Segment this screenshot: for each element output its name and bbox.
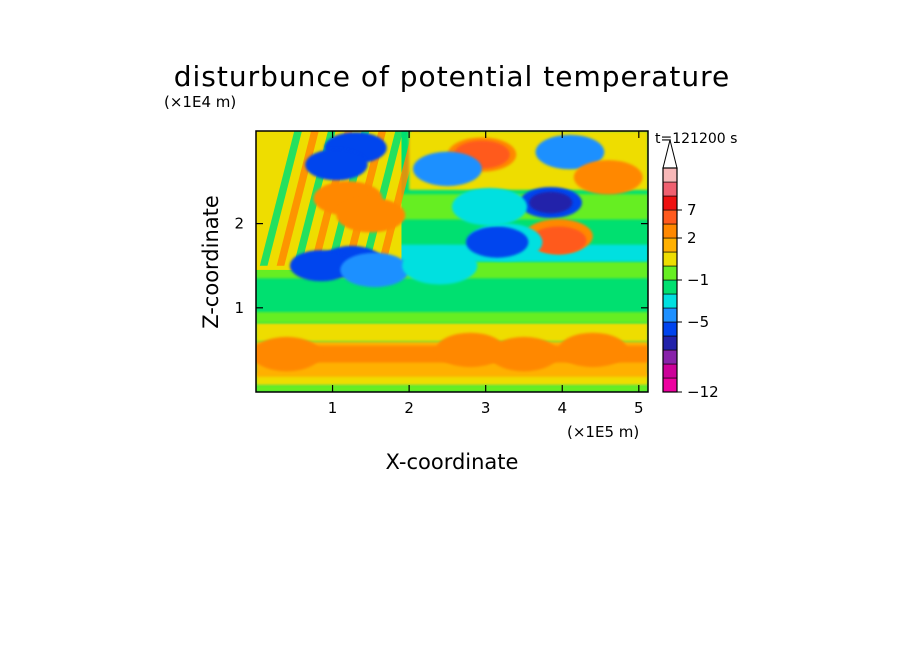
field-band bbox=[256, 373, 648, 386]
contour-blob bbox=[340, 252, 410, 288]
colorbar-segment bbox=[662, 321, 678, 337]
time-label: t=121200 s bbox=[655, 131, 737, 147]
y-axis-label: Z-coordinate bbox=[199, 195, 223, 329]
contour-blob bbox=[451, 187, 528, 226]
colorbar-segment bbox=[662, 363, 678, 379]
contour-blob bbox=[336, 197, 406, 233]
x-axis-label: X-coordinate bbox=[386, 450, 519, 474]
contour-features bbox=[256, 132, 643, 372]
colorbar-label: −1 bbox=[687, 271, 709, 289]
colorbar-segment bbox=[662, 349, 678, 365]
plot-area bbox=[256, 131, 648, 392]
contour-blob bbox=[535, 134, 605, 170]
contour-blob bbox=[435, 332, 505, 368]
x-tick-label: 2 bbox=[404, 399, 414, 417]
x-tick-label: 1 bbox=[328, 399, 338, 417]
colorbar-label: 2 bbox=[687, 229, 697, 247]
y-axis-ticks: 12 bbox=[234, 215, 648, 317]
colorbar-segment bbox=[662, 195, 678, 211]
colorbar-segment bbox=[662, 265, 678, 281]
contour-blob bbox=[530, 226, 587, 255]
colorbar-segment bbox=[662, 209, 678, 225]
field-band bbox=[256, 312, 648, 323]
colorbar-segment bbox=[662, 237, 678, 253]
field-band bbox=[256, 322, 648, 342]
x-tick-label: 3 bbox=[481, 399, 491, 417]
contour-blob bbox=[489, 336, 559, 372]
contour-blob bbox=[413, 151, 482, 187]
field-band bbox=[259, 131, 302, 266]
colorbar-label: −5 bbox=[687, 313, 709, 331]
contour-blob bbox=[529, 191, 573, 214]
contour-blob bbox=[465, 226, 529, 258]
chart-title: disturbunce of potential temperature bbox=[174, 60, 731, 93]
x-tick-label: 4 bbox=[557, 399, 567, 417]
contour-blob bbox=[305, 149, 368, 181]
colorbar-label: −12 bbox=[687, 383, 719, 401]
contour-blob bbox=[402, 246, 478, 285]
colorbar-segment bbox=[662, 223, 678, 239]
y-unit-label: (×1E4 m) bbox=[164, 93, 236, 111]
contour-blob bbox=[289, 250, 353, 282]
y-tick-label: 2 bbox=[234, 215, 244, 233]
colorbar-segment bbox=[662, 167, 678, 183]
x-tick-label: 5 bbox=[634, 399, 644, 417]
colorbar-label: 7 bbox=[687, 201, 697, 219]
colorbar-segment bbox=[662, 279, 678, 295]
colorbar-segment bbox=[662, 307, 678, 323]
colorbar-segment bbox=[662, 293, 678, 309]
colorbar-segment bbox=[662, 377, 678, 393]
plot-frame bbox=[255, 130, 649, 393]
x-unit-label: (×1E5 m) bbox=[567, 423, 639, 441]
x-axis-ticks: 1 2 3 4 5 bbox=[328, 131, 644, 417]
colorbar: 7 2 −1 −5 −12 bbox=[662, 139, 719, 401]
colorbar-segment bbox=[662, 335, 678, 351]
field-band bbox=[256, 385, 648, 392]
colorbar-segment bbox=[662, 181, 678, 197]
contour-blob bbox=[256, 336, 322, 372]
colorbar-segment bbox=[662, 251, 678, 267]
y-tick-label: 1 bbox=[234, 299, 244, 317]
contour-blob bbox=[558, 332, 628, 368]
contour-blob bbox=[573, 160, 643, 195]
